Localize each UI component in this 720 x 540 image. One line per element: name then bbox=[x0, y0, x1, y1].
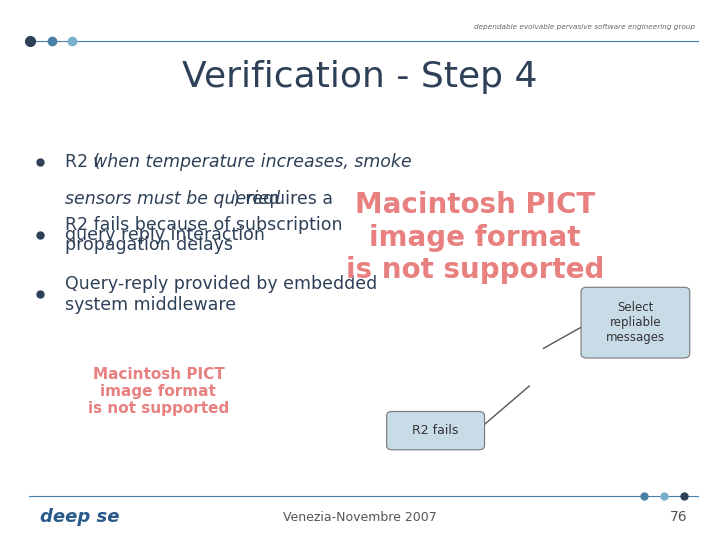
FancyBboxPatch shape bbox=[387, 411, 485, 450]
Text: Select
repliable
messages: Select repliable messages bbox=[606, 301, 665, 344]
Text: Venezia-Novembre 2007: Venezia-Novembre 2007 bbox=[283, 511, 437, 524]
Text: Query-reply provided by embedded
system middleware: Query-reply provided by embedded system … bbox=[65, 275, 377, 314]
Text: sensors must be queried: sensors must be queried bbox=[65, 190, 280, 208]
Text: Macintosh PICT
image format
is not supported: Macintosh PICT image format is not suppo… bbox=[88, 367, 229, 416]
Text: Macintosh PICT
image format
is not supported: Macintosh PICT image format is not suppo… bbox=[346, 191, 604, 284]
Text: 76: 76 bbox=[670, 510, 688, 524]
Text: deep se: deep se bbox=[40, 508, 119, 526]
Text: when temperature increases, smoke: when temperature increases, smoke bbox=[93, 153, 412, 171]
Text: ) requires a: ) requires a bbox=[233, 190, 333, 208]
FancyBboxPatch shape bbox=[581, 287, 690, 358]
Text: R2 (: R2 ( bbox=[65, 153, 100, 171]
Text: query reply interaction: query reply interaction bbox=[65, 226, 265, 245]
Text: R2 fails: R2 fails bbox=[413, 424, 459, 437]
Text: dependable evolvable pervasive software engineering group: dependable evolvable pervasive software … bbox=[474, 24, 695, 30]
Text: Verification - Step 4: Verification - Step 4 bbox=[182, 60, 538, 93]
Text: R2 fails because of subscription
propagation delays: R2 fails because of subscription propaga… bbox=[65, 215, 342, 254]
